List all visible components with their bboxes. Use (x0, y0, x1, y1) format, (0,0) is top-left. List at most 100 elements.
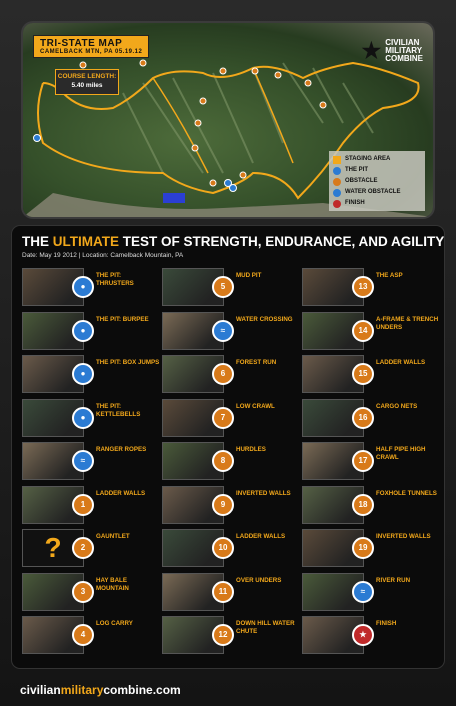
obstacle-name: THE PIT: KETTLEBELLS (96, 402, 141, 418)
obstacle-number-badge: 14 (352, 319, 374, 342)
brand-line: MILITARY (385, 46, 423, 55)
obstacle-number-badge: 15 (352, 363, 374, 385)
brand-text: CIVILIAN MILITARY COMBINE (385, 39, 423, 63)
footer-pre: civilian (20, 683, 61, 697)
water-icon: ≈ (72, 450, 94, 472)
obstacle-card: 19 INVERTED WALLS (302, 529, 436, 567)
course-map: TRI-STATE MAP CAMELBACK MTN, PA 05.19.12… (23, 23, 433, 217)
footer-url[interactable]: civilianmilitarycombine.com (20, 683, 181, 697)
map-subtitle: CAMELBACK MTN, PA 05.19.12 (40, 49, 143, 55)
obstacle-card: ≈ WATER CROSSING (162, 311, 296, 350)
obstacle-name: THE ASP (376, 272, 403, 279)
obstacle-card: 11 OVER UNDERS (162, 572, 296, 611)
course-length-value: 5.40 miles (71, 82, 103, 89)
legend-label: THE PIT (345, 167, 369, 173)
obstacle-name: LADDER WALLS (236, 533, 286, 540)
obstacle-card: 4 LOG CARRY (22, 616, 156, 654)
map-terrain (23, 59, 433, 217)
obstacle-name: GAUNTLET (96, 533, 130, 540)
obstacle-card: 16 CARGO NETS (302, 398, 436, 437)
star-icon: ★ (361, 38, 382, 63)
obstacle-name: FOXHOLE TUNNELS (376, 489, 437, 497)
headline-pre: THE (22, 234, 53, 249)
obstacle-card: 5 MUD PIT (162, 268, 296, 306)
obstacle-name: THE PIT: THRUSTERS (96, 272, 134, 287)
obstacle-name: FINISH (376, 620, 397, 627)
legend-label: STAGING AREA (345, 156, 391, 162)
kettlebell-icon: ● (72, 363, 94, 385)
water-icon: ≈ (212, 319, 234, 342)
obstacle-number-badge: 16 (352, 406, 374, 429)
course-length-label: COURSE LENGTH: (57, 73, 117, 80)
obstacle-name: CARGO NETS (376, 402, 418, 410)
kettlebell-icon: ● (72, 276, 94, 298)
dateline: Date: May 19 2012 | Location: Camelback … (22, 252, 184, 259)
obstacle-card: 8 HURDLES (162, 442, 296, 480)
obstacle-icon (333, 177, 341, 186)
obstacle-number-badge: 17 (352, 450, 374, 472)
water-icon: ≈ (352, 580, 374, 603)
brand-logo: ★ CIVILIAN MILITARY COMBINE (361, 39, 423, 63)
obstacle-name: WATER CROSSING (236, 315, 293, 323)
kettlebell-icon: ● (72, 406, 94, 429)
legend-item: THE PIT (333, 165, 421, 176)
obstacle-card: ● THE PIT: KETTLEBELLS (22, 398, 156, 437)
legend-item: OBSTACLE (333, 176, 421, 187)
obstacle-name: RANGER ROPES (96, 446, 147, 453)
obstacle-card: ● THE PIT: BOX JUMPS (22, 355, 159, 393)
obstacle-card: ? 2 GAUNTLET (22, 529, 156, 567)
map-legend: STAGING AREA THE PIT OBSTACLE WATER OBST… (329, 151, 425, 211)
obstacle-name: HURDLES (236, 446, 266, 453)
legend-label: FINISH (345, 200, 365, 206)
obstacle-number-badge: 6 (212, 363, 234, 385)
kettlebell-icon (333, 166, 341, 175)
map-title: TRI-STATE MAP CAMELBACK MTN, PA 05.19.12 (33, 35, 150, 58)
obstacle-number-badge: 19 (352, 537, 374, 559)
kettlebell-icon: ● (72, 319, 94, 342)
footer-highlight: military (60, 683, 104, 697)
obstacle-card: 7 LOW CRAWL (162, 398, 296, 437)
obstacle-name: MUD PIT (236, 272, 262, 279)
footer-post: combine.com (103, 683, 181, 697)
obstacle-name: LOG CARRY (96, 620, 133, 627)
headline-post: TEST OF STRENGTH, ENDURANCE, AND AGILITY (119, 234, 445, 249)
obstacle-card: 18 FOXHOLE TUNNELS (302, 485, 437, 524)
star-icon (333, 155, 341, 164)
legend-item: WATER OBSTACLE (333, 187, 421, 198)
obstacle-number-badge: 11 (212, 580, 234, 603)
finish-icon: ★ (352, 624, 374, 646)
headline-highlight: ULTIMATE (52, 234, 119, 249)
obstacle-name: RIVER RUN (376, 576, 411, 584)
legend-item: FINISH (333, 198, 421, 209)
obstacle-number-badge: 10 (212, 537, 234, 559)
obstacle-photo (302, 442, 364, 480)
obstacle-card: 6 FOREST RUN (162, 355, 296, 393)
obstacle-number-badge: 7 (212, 406, 234, 429)
obstacle-card: 17 HALF PIPE HIGH CRAWL (302, 442, 436, 480)
obstacle-card: 1 LADDER WALLS (22, 485, 156, 524)
obstacle-name: A-FRAME & TRENCH UNDERS (376, 315, 439, 331)
obstacle-name: OVER UNDERS (236, 576, 282, 584)
legend-label: WATER OBSTACLE (345, 189, 401, 195)
course-length-box: COURSE LENGTH: 5.40 miles (55, 69, 119, 95)
brand-line: CIVILIAN (385, 38, 420, 47)
obstacle-card: ★ FINISH (302, 616, 436, 654)
water-icon (333, 188, 341, 197)
obstacle-card: 10 LADDER WALLS (162, 529, 296, 567)
obstacle-name: HALF PIPE HIGH CRAWL (376, 446, 426, 461)
obstacle-name: INVERTED WALLS (376, 533, 431, 540)
obstacle-name: LOW CRAWL (236, 402, 275, 410)
obstacle-card: ≈ RANGER ROPES (22, 442, 156, 480)
obstacle-name: FOREST RUN (236, 359, 277, 366)
obstacle-card: 3 HAY BALE MOUNTAIN (22, 572, 156, 611)
obstacle-number-badge: 18 (352, 493, 374, 516)
obstacle-number-badge: 4 (72, 624, 94, 646)
obstacle-name: THE PIT: BURPEE (96, 315, 149, 323)
legend-item: STAGING AREA (333, 154, 421, 165)
obstacles-panel: THE ULTIMATE TEST OF STRENGTH, ENDURANCE… (12, 226, 444, 668)
obstacle-name: LADDER WALLS (376, 359, 426, 366)
obstacle-number-badge: 5 (212, 276, 234, 298)
obstacle-name: HAY BALE MOUNTAIN (96, 576, 129, 592)
obstacle-card: 12 DOWN HILL WATER CHUTE (162, 616, 296, 654)
